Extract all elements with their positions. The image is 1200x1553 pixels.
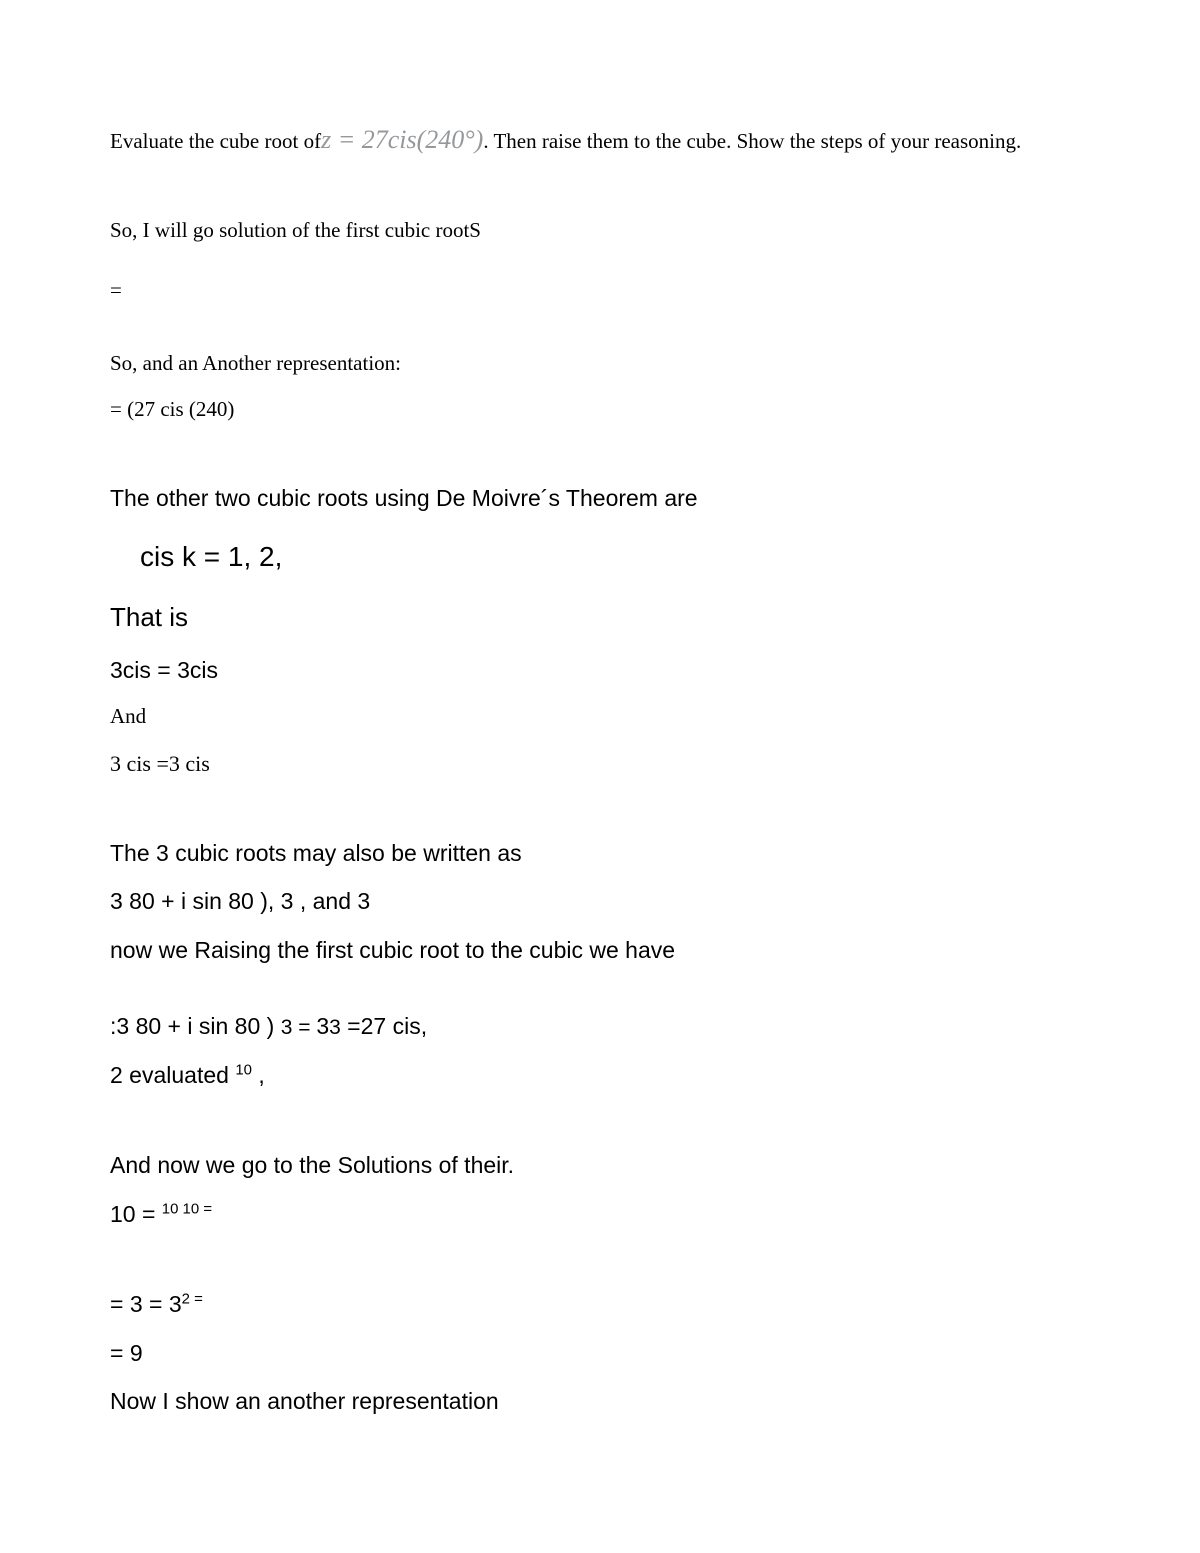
evaluated-line: 2 evaluated 10 , <box>110 1058 1090 1093</box>
and: And <box>110 701 1090 733</box>
demoivre-intro: The other two cubic roots using De Moivr… <box>110 481 1090 516</box>
eval-sup: 10 <box>235 1061 252 1078</box>
three-cis-2: 3 cis =3 cis <box>110 747 1090 780</box>
three-cis-1: 3cis = 3cis <box>110 653 1090 688</box>
raising-intro: now we Raising the first cubic root to t… <box>110 933 1090 968</box>
raising-part-b: 3 = <box>281 1016 317 1039</box>
that-is: That is <box>110 598 1090 637</box>
raising-part-d: 3 <box>329 1016 341 1039</box>
ten-a: 10 = <box>110 1201 162 1227</box>
roots-written-as: The 3 cubic roots may also be written as <box>110 836 1090 871</box>
ten-eq: 10 = 10 10 = <box>110 1197 1090 1232</box>
raising-expr: :3 80 + i sin 80 ) 3 = 33 =27 cis, <box>110 1009 1090 1044</box>
raising-part-e: =27 cis, <box>341 1013 427 1039</box>
solutions-intro: And now we go to the Solutions of their. <box>110 1148 1090 1183</box>
solution-line-1: So, I will go solution of the first cubi… <box>110 215 1090 247</box>
intro-before: Evaluate the cube root of <box>110 129 321 153</box>
intro-after: . Then raise them to the cube. Show the … <box>483 129 1021 153</box>
three-a: = 3 = 3 <box>110 1291 182 1317</box>
raising-part-a: :3 80 + i sin 80 ) <box>110 1013 281 1039</box>
raising-part-c: 3 <box>316 1013 329 1039</box>
ten-sup: 10 10 = <box>162 1200 212 1217</box>
three-sup: 2 = <box>182 1290 203 1307</box>
solution-line-4: = (27 cis (240) <box>110 394 1090 426</box>
demoivre-cis-k: cis k = 1, 2, <box>110 536 1090 578</box>
eval-a: 2 evaluated <box>110 1062 235 1088</box>
solution-line-3: So, and an Another representation: <box>110 348 1090 380</box>
another-repr: Now I show an another representation <box>110 1384 1090 1419</box>
solution-line-2: = <box>110 275 1090 307</box>
eval-c: , <box>252 1062 265 1088</box>
three-sq: = 3 = 32 = <box>110 1287 1090 1322</box>
formula: z = 27cis(240°) <box>321 125 483 154</box>
roots-list: 3 80 + i sin 80 ), 3 , and 3 <box>110 884 1090 919</box>
problem-statement: Evaluate the cube root ofz = 27cis(240°)… <box>110 120 1090 159</box>
eq-nine: = 9 <box>110 1336 1090 1371</box>
